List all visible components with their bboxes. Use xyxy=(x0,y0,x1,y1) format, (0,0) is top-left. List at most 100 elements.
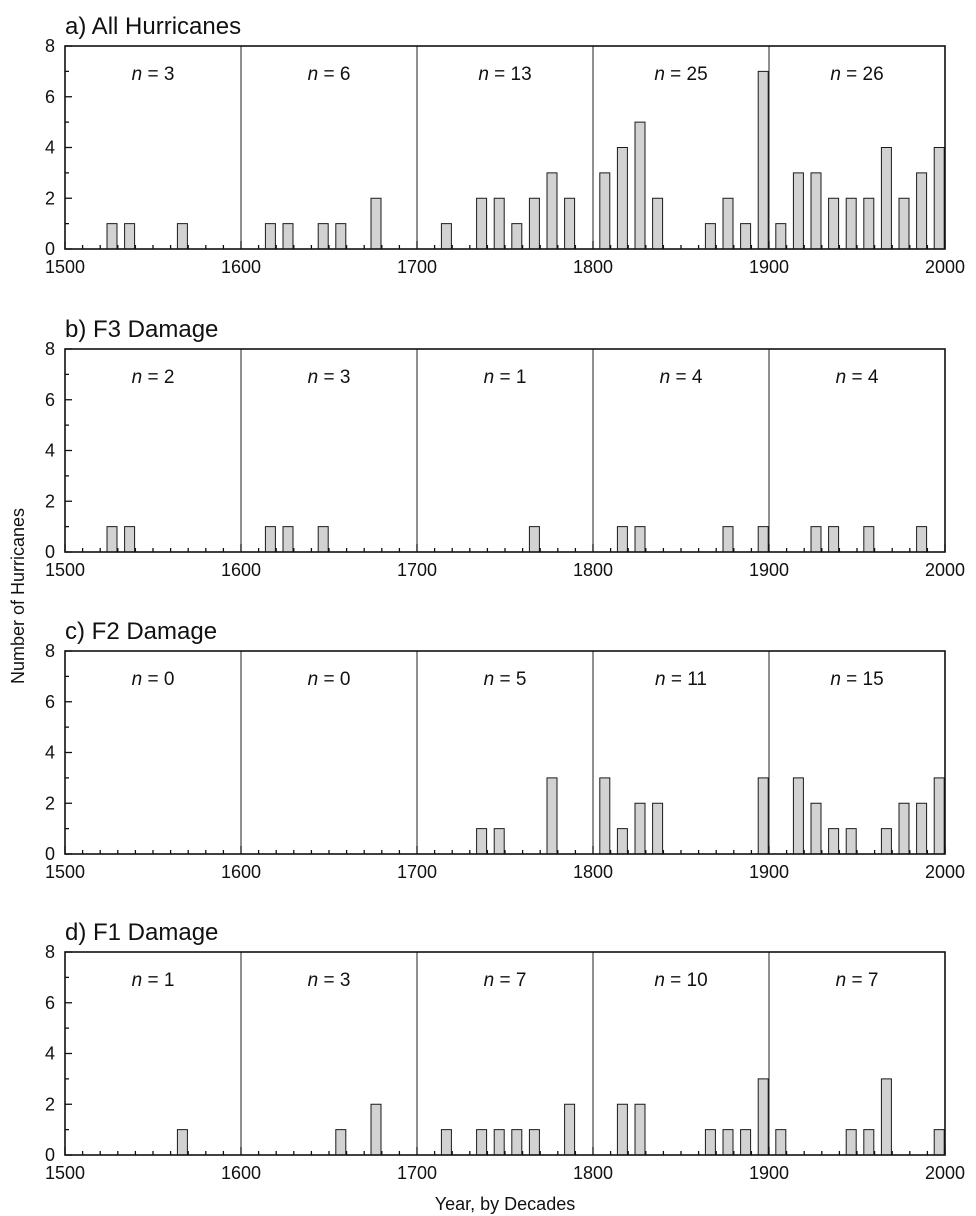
bar xyxy=(476,1129,488,1156)
bar xyxy=(176,223,188,250)
bar xyxy=(476,197,488,250)
y-tick-label: 8 xyxy=(45,339,55,359)
century-count-label: n = 10 xyxy=(654,970,707,991)
bar xyxy=(863,1129,875,1156)
y-tick-label: 6 xyxy=(45,692,55,712)
y-tick-label: 4 xyxy=(45,138,55,158)
century-count-label: n = 1 xyxy=(484,367,527,388)
bar xyxy=(880,147,892,250)
bar xyxy=(933,777,945,855)
bar xyxy=(440,223,452,250)
x-tick-label: 2000 xyxy=(925,257,965,277)
bar xyxy=(933,1129,945,1156)
y-tick-label: 0 xyxy=(45,239,55,259)
bar xyxy=(528,526,540,553)
bar xyxy=(599,777,611,855)
bar xyxy=(317,223,329,250)
chart-panel-1: a) All Hurricanes 1500 1600 1700 1800 1900 200… xyxy=(45,13,965,277)
x-tick-label: 1500 xyxy=(45,1163,85,1183)
bar xyxy=(757,1078,769,1156)
bar xyxy=(704,1129,716,1156)
century-count-label: n = 4 xyxy=(660,367,703,388)
bar xyxy=(916,802,928,855)
bar xyxy=(880,828,892,855)
panel-title: c) F2 Damage xyxy=(65,618,217,645)
bar xyxy=(916,526,928,553)
century-count-label: n = 2 xyxy=(132,367,175,388)
bar xyxy=(828,828,840,855)
bar xyxy=(775,1129,787,1156)
century-count-label: n = 4 xyxy=(836,367,879,388)
bar xyxy=(564,197,576,250)
century-count-label: n = 3 xyxy=(308,367,351,388)
bar xyxy=(880,1078,892,1156)
y-tick-label: 8 xyxy=(45,942,55,962)
bar xyxy=(792,777,804,855)
bar xyxy=(810,526,822,553)
century-count-label: n = 26 xyxy=(830,64,883,85)
bar xyxy=(264,223,276,250)
bar xyxy=(124,526,136,553)
x-tick-label: 1500 xyxy=(45,257,85,277)
bar xyxy=(370,197,382,250)
bar xyxy=(792,172,804,250)
y-tick-label: 2 xyxy=(45,188,55,208)
y-tick-label: 4 xyxy=(45,1044,55,1064)
y-tick-label: 6 xyxy=(45,390,55,410)
x-tick-label: 1800 xyxy=(573,1163,613,1183)
x-tick-label: 1500 xyxy=(45,862,85,882)
panel-title: b) F3 Damage xyxy=(65,316,218,343)
bar xyxy=(916,172,928,250)
bar xyxy=(634,121,646,250)
x-axis-title: Year, by Decades xyxy=(435,1194,575,1214)
x-tick-label: 1700 xyxy=(397,1163,437,1183)
x-tick-label: 1700 xyxy=(397,862,437,882)
bar xyxy=(634,1103,646,1156)
x-tick-label: 1800 xyxy=(573,257,613,277)
y-tick-label: 0 xyxy=(45,844,55,864)
bar xyxy=(845,828,857,855)
bar xyxy=(124,223,136,250)
y-tick-label: 2 xyxy=(45,1094,55,1114)
y-tick-label: 6 xyxy=(45,87,55,107)
bar xyxy=(722,526,734,553)
bar xyxy=(740,1129,752,1156)
bar xyxy=(528,1129,540,1156)
panel-title: d) F1 Damage xyxy=(65,919,218,946)
century-count-label: n = 6 xyxy=(308,64,351,85)
bar xyxy=(493,197,505,250)
bar xyxy=(757,526,769,553)
bar xyxy=(511,1129,523,1156)
century-count-label: n = 13 xyxy=(478,64,531,85)
century-count-label: n = 7 xyxy=(484,970,527,991)
century-count-label: n = 1 xyxy=(132,970,175,991)
bar xyxy=(335,1129,347,1156)
bar xyxy=(652,802,664,855)
y-tick-label: 0 xyxy=(45,542,55,562)
x-tick-label: 1900 xyxy=(749,862,789,882)
bar xyxy=(652,197,664,250)
x-tick-label: 1900 xyxy=(749,560,789,580)
century-count-label: n = 3 xyxy=(132,64,175,85)
bar xyxy=(845,197,857,250)
bar xyxy=(476,828,488,855)
y-tick-label: 6 xyxy=(45,993,55,1013)
bar xyxy=(722,1129,734,1156)
bar xyxy=(634,802,646,855)
bar xyxy=(176,1129,188,1156)
bar xyxy=(546,777,558,855)
bar xyxy=(898,802,910,855)
bar xyxy=(722,197,734,250)
bar xyxy=(898,197,910,250)
bar xyxy=(493,1129,505,1156)
bar xyxy=(440,1129,452,1156)
chart-panel-4: d) F1 Damage 1500 1600 1700 1800 1900 2000 0 2 4 6… xyxy=(45,919,965,1183)
x-tick-label: 1900 xyxy=(749,257,789,277)
bar xyxy=(282,223,294,250)
y-tick-label: 4 xyxy=(45,441,55,461)
bar xyxy=(106,526,118,553)
bar xyxy=(757,777,769,855)
bar xyxy=(335,223,347,250)
y-tick-label: 8 xyxy=(45,36,55,56)
